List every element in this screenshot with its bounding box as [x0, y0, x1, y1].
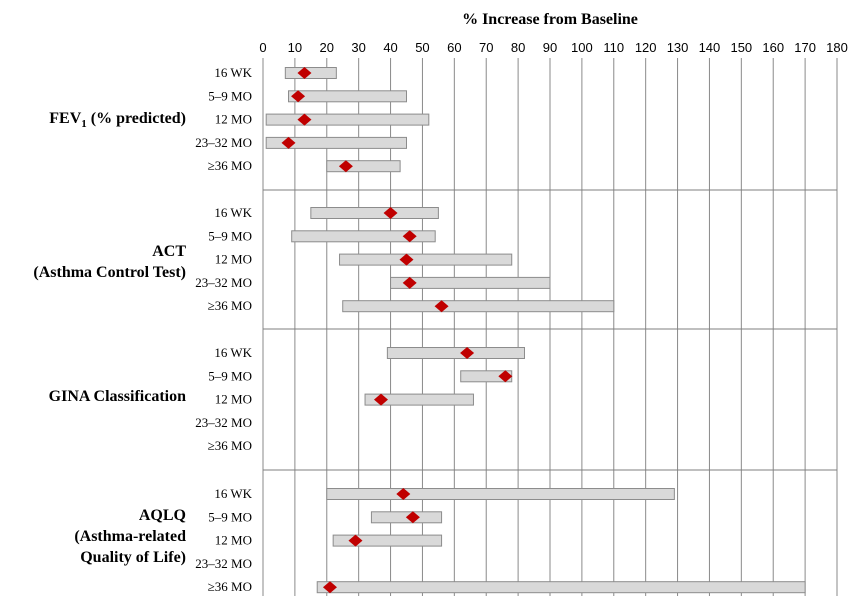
group-label-aqlq: AQLQ (Asthma-related Quality of Life)	[4, 505, 186, 568]
group-label-act: ACT (Asthma Control Test)	[4, 241, 186, 283]
row-label-g2-1: 16 WK	[214, 205, 252, 220]
group-label-fev1-rest: (% predicted)	[86, 110, 186, 127]
point-marker-g1-2	[291, 90, 306, 103]
row-label-g3-4: 23–32 MO	[195, 415, 252, 430]
row-label-g1-1: 16 WK	[214, 65, 252, 80]
row-label-g1-3: 12 MO	[215, 112, 252, 127]
point-marker-g3-2	[498, 370, 513, 383]
x-axis-title: % Increase from Baseline	[462, 11, 638, 28]
group-label-gina-line1: GINA Classification	[48, 388, 186, 405]
range-bar-g2-3	[339, 253, 513, 266]
group-label-aqlq-line1: AQLQ	[138, 507, 186, 524]
row-label-g4-2: 5–9 MO	[208, 509, 252, 524]
group-label-fev1: FEV1 (% predicted)	[4, 108, 186, 135]
range-bar-g4-1	[326, 488, 675, 500]
range-bar-g4-3	[332, 534, 443, 547]
x-tick-label-80: 80	[511, 40, 525, 55]
x-tick-label-160: 160	[762, 40, 784, 55]
group-label-fev1-main: FEV	[49, 110, 82, 127]
x-tick-label-30: 30	[351, 40, 365, 55]
point-marker-g4-5	[322, 581, 337, 594]
point-marker-g1-1	[297, 67, 312, 79]
row-label-g3-1: 16 WK	[214, 345, 252, 360]
x-tick-label-0: 0	[259, 40, 266, 55]
point-marker-g3-3	[373, 393, 388, 406]
point-marker-g2-4	[402, 276, 417, 289]
x-tick-label-50: 50	[415, 40, 429, 55]
group-label-aqlq-line3: Quality of Life)	[80, 549, 186, 566]
row-label-g2-2: 5–9 MO	[208, 228, 252, 243]
group-label-gina: GINA Classification	[4, 386, 186, 407]
group-label-act-line2: (Asthma Control Test)	[33, 264, 186, 281]
range-bar-g1-2	[288, 90, 407, 103]
x-tick-label-100: 100	[571, 40, 593, 55]
point-marker-g4-3	[348, 534, 363, 547]
x-tick-label-140: 140	[699, 40, 721, 55]
x-tick-label-20: 20	[320, 40, 334, 55]
point-marker-g1-4	[281, 136, 296, 149]
x-tick-label-120: 120	[635, 40, 657, 55]
row-label-g3-3: 12 MO	[215, 392, 252, 407]
range-bar-g2-5	[342, 300, 615, 313]
row-label-g1-5: ≥36 MO	[208, 158, 252, 173]
range-bar-g2-4	[390, 276, 551, 289]
row-label-g4-5: ≥36 MO	[208, 579, 252, 594]
row-label-g2-5: ≥36 MO	[208, 298, 252, 313]
row-label-g2-3: 12 MO	[215, 252, 252, 267]
x-tick-label-180: 180	[826, 40, 848, 55]
range-bar-g4-5	[316, 581, 806, 594]
x-tick-label-90: 90	[543, 40, 557, 55]
x-tick-label-40: 40	[383, 40, 397, 55]
point-marker-g2-2	[402, 230, 417, 243]
row-label-g4-4: 23–32 MO	[195, 556, 252, 571]
range-bar-g2-2	[291, 230, 436, 243]
x-tick-label-150: 150	[730, 40, 752, 55]
row-label-g2-4: 23–32 MO	[195, 275, 252, 290]
group-label-fev1-sub: 1	[81, 118, 87, 131]
x-tick-label-130: 130	[667, 40, 689, 55]
point-marker-g4-2	[405, 511, 420, 524]
point-marker-g3-1	[460, 347, 475, 359]
row-label-g1-4: 23–32 MO	[195, 135, 252, 150]
row-label-g3-5: ≥36 MO	[208, 438, 252, 453]
point-marker-g2-1	[383, 207, 398, 219]
x-tick-label-70: 70	[479, 40, 493, 55]
point-marker-g2-3	[399, 253, 414, 266]
group-label-aqlq-line2: (Asthma-related	[74, 528, 186, 545]
range-bar-g1-5	[326, 160, 401, 173]
row-label-g1-2: 5–9 MO	[208, 88, 252, 103]
x-tick-label-170: 170	[794, 40, 816, 55]
point-marker-g2-5	[434, 300, 449, 313]
point-marker-g4-1	[396, 488, 411, 500]
range-bar-g3-3	[364, 393, 474, 406]
row-label-g3-2: 5–9 MO	[208, 368, 252, 383]
group-label-act-line1: ACT	[152, 243, 186, 260]
x-tick-label-10: 10	[288, 40, 302, 55]
range-bar-g1-3	[265, 113, 430, 126]
x-tick-label-60: 60	[447, 40, 461, 55]
range-bar-g2-1	[310, 207, 439, 219]
range-bar-g3-1	[386, 347, 525, 359]
x-tick-label-110: 110	[603, 40, 624, 55]
row-label-g4-1: 16 WK	[214, 486, 252, 501]
row-label-g4-3: 12 MO	[215, 533, 252, 548]
range-bar-g1-4	[265, 136, 408, 149]
point-marker-g1-5	[338, 160, 353, 173]
point-marker-g1-3	[297, 113, 312, 126]
